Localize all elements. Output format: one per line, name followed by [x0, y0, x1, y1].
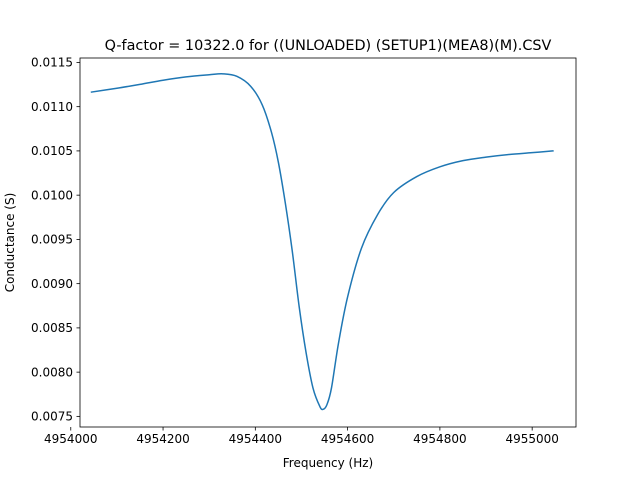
y-tick-label: 0.0110: [31, 100, 73, 114]
x-tick-label: 4954800: [413, 432, 466, 446]
y-tick-label: 0.0115: [31, 56, 73, 70]
x-axis-label: Frequency (Hz): [283, 456, 374, 470]
chart-title: Q-factor = 10322.0 for ((UNLOADED) (SETU…: [105, 38, 552, 54]
y-tick-label: 0.0095: [31, 233, 73, 247]
y-tick-label: 0.0080: [31, 365, 73, 379]
y-tick-label: 0.0105: [31, 144, 73, 158]
y-tick-label: 0.0090: [31, 277, 73, 291]
y-axis-label: Conductance (S): [3, 193, 17, 293]
y-tick-label: 0.0085: [31, 321, 73, 335]
x-tick-label: 4954400: [229, 432, 282, 446]
plot-area: [80, 58, 576, 427]
y-tick-label: 0.0100: [31, 188, 73, 202]
x-tick-label: 4955000: [505, 432, 558, 446]
y-tick-label: 0.0075: [31, 410, 73, 424]
x-tick-label: 4954200: [136, 432, 189, 446]
x-tick-label: 4954000: [44, 432, 97, 446]
x-tick-label: 4954600: [321, 432, 374, 446]
plot-background: [80, 58, 576, 427]
y-axis-ticks: 0.0075 0.0080 0.0085 0.0090 0.0095 0.0100 0.01…: [31, 56, 80, 424]
